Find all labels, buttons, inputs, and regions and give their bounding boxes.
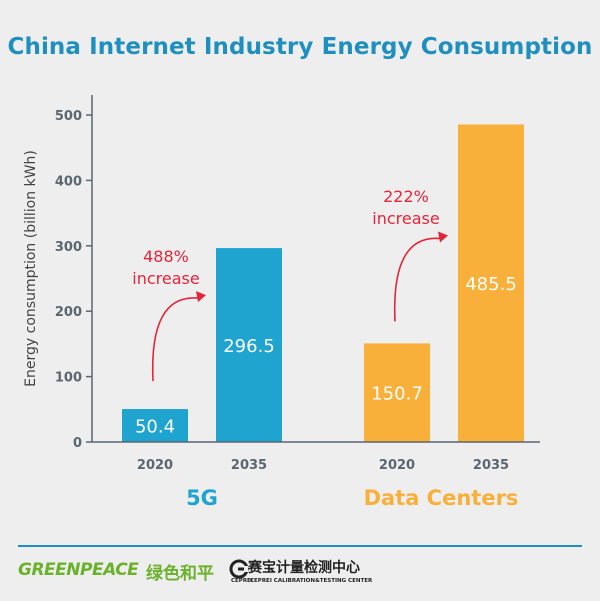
y-tick-label: 300: [55, 240, 82, 255]
y-tick-label: 400: [55, 174, 82, 189]
ceprei-logo-icon: [229, 559, 249, 579]
y-tick-label: 100: [55, 371, 82, 386]
ceprei-chinese-name: 赛宝计量检测中心: [248, 560, 360, 576]
increase-arrow: [393, 237, 441, 322]
bar-value-label: 296.5: [223, 336, 275, 357]
bar-value-label: 50.4: [135, 417, 175, 438]
increase-arrow-head: [438, 231, 448, 243]
increase-percent-label: 488%: [143, 247, 189, 266]
greenpeace-chinese-logo: 绿色和平: [146, 564, 214, 584]
footer-divider: [18, 545, 582, 547]
x-tick-label: 2035: [231, 458, 267, 473]
y-tick-label: 0: [73, 436, 82, 451]
chart-title: China Internet Industry Energy Consumpti…: [7, 34, 593, 60]
group-label: Data Centers: [364, 486, 519, 510]
increase-percent-label: 222%: [383, 187, 429, 206]
x-tick-label: 2020: [379, 458, 415, 473]
increase-arrow: [151, 297, 199, 382]
bar-value-label: 485.5: [465, 274, 517, 295]
bar-value-label: 150.7: [371, 384, 423, 405]
ceprei-abbreviation: CEPREI: [231, 578, 253, 584]
bar-5g-2035: [216, 248, 282, 442]
y-tick-label: 500: [55, 109, 82, 124]
increase-text-label: increase: [132, 269, 199, 288]
bar-data-centers-2020: [364, 343, 430, 442]
bar-5g-2020: [122, 409, 188, 442]
ceprei-english-name: CEPREI CALIBRATION&TESTING CENTER: [250, 578, 373, 584]
y-axis-label: Energy consumption (billion kWh): [23, 150, 39, 387]
y-tick-label: 200: [55, 305, 82, 320]
bar-data-centers-2035: [458, 124, 524, 442]
increase-text-label: increase: [372, 209, 439, 228]
chart: 0 100 200 300 400 500 Energy consumption (bill…: [23, 95, 540, 510]
increase-arrow-head: [196, 291, 206, 303]
greenpeace-logo: GREENPEACE: [18, 560, 139, 580]
x-tick-label: 2035: [473, 458, 509, 473]
x-tick-label: 2020: [137, 458, 173, 473]
group-label: 5G: [186, 486, 218, 510]
